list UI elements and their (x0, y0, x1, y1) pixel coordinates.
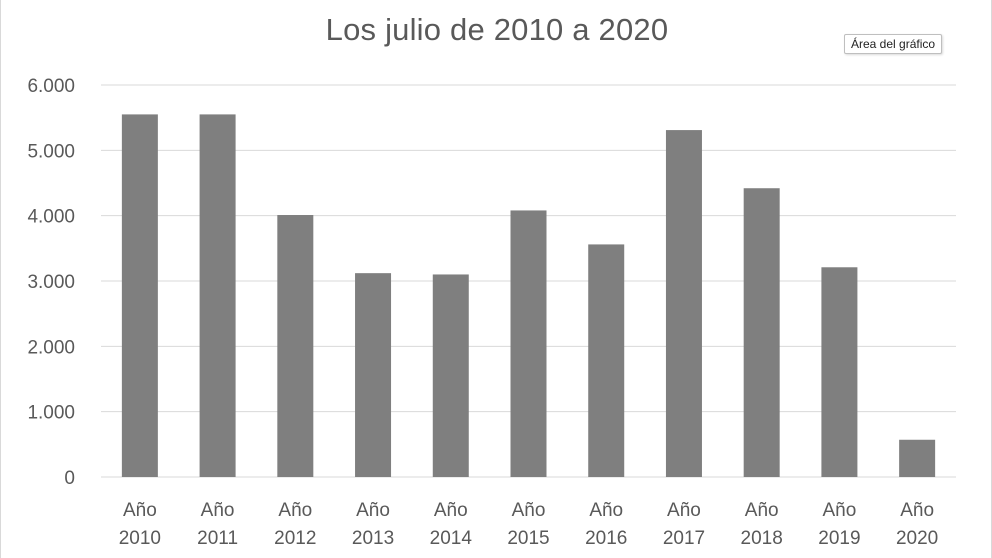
x-tick-label: 2020 (896, 528, 938, 549)
x-tick-label: Año (434, 500, 468, 521)
x-tick-label: 2010 (119, 528, 161, 549)
bar (510, 210, 547, 477)
x-tick-label: 2016 (585, 528, 627, 549)
x-tick-label: 2019 (818, 528, 860, 549)
x-tick-label: Año (278, 500, 312, 521)
x-tick-label: 2013 (352, 528, 394, 549)
bar (665, 130, 702, 477)
y-tick-label: 0 (64, 468, 75, 489)
bar (821, 267, 858, 477)
x-tick-label: 2017 (663, 528, 705, 549)
bar (432, 274, 469, 477)
bar (743, 188, 780, 477)
x-tick-label: 2018 (741, 528, 783, 549)
x-tick-label: Año (123, 500, 157, 521)
y-tick-label: 5.000 (27, 141, 75, 162)
y-tick-label: 6.000 (27, 76, 75, 97)
x-tick-label: 2012 (274, 528, 316, 549)
x-tick-label: Año (201, 500, 235, 521)
bar (199, 114, 236, 478)
x-tick-label: 2011 (197, 528, 238, 549)
bar (121, 114, 158, 478)
y-tick-label: 2.000 (27, 337, 75, 358)
bar (588, 244, 625, 477)
x-tick-label: Año (823, 500, 857, 521)
y-tick-label: 1.000 (27, 403, 75, 424)
chart-area-tooltip: Área del gráfico (844, 34, 943, 54)
x-tick-label: 2015 (507, 528, 549, 549)
y-tick-label: 3.000 (27, 272, 75, 293)
bar (355, 273, 392, 477)
x-tick-label: Año (900, 500, 934, 521)
x-tick-label: Año (667, 500, 701, 521)
bar (277, 215, 314, 477)
x-tick-label: Año (745, 500, 779, 521)
x-tick-label: 2014 (430, 528, 473, 549)
x-tick-label: Año (356, 500, 390, 521)
y-tick-label: 4.000 (27, 207, 75, 228)
bar (899, 439, 936, 477)
x-tick-label: Año (512, 500, 546, 521)
chart-title: Los julio de 2010 a 2020 (325, 12, 669, 47)
x-tick-label: Año (589, 500, 623, 521)
